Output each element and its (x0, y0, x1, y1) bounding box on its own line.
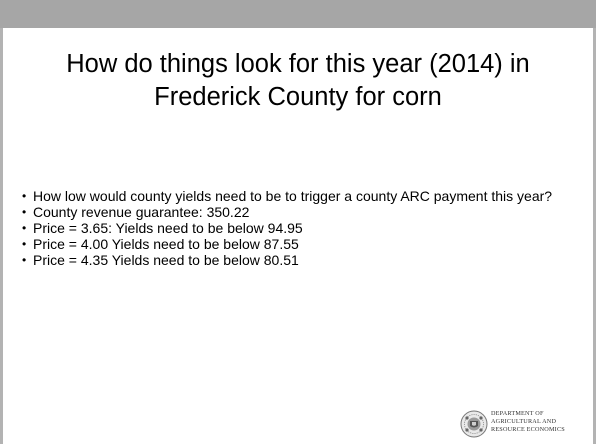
university-seal-icon (460, 410, 488, 438)
department-line-1: Department of (491, 410, 544, 417)
slide-title: How do things look for this year (2014) … (66, 50, 530, 111)
bullet-item-revenue-guarantee: County revenue guarantee: 350.22 (22, 205, 562, 221)
slide-right-border (593, 28, 596, 444)
bullet-list: How low would county yields need to be t… (22, 189, 562, 269)
slide-top-bar (0, 0, 596, 28)
bullet-item-price-435: Price = 4.35 Yields need to be below 80.… (22, 253, 562, 269)
department-line-3: Resource Economics (491, 426, 565, 433)
slide-left-border (0, 28, 3, 444)
department-logo: Department of Agricultural and Resource … (460, 408, 590, 442)
department-line-2: Agricultural and (491, 418, 557, 425)
bullet-item-price-400: Price = 4.00 Yields need to be below 87.… (22, 237, 562, 253)
bullet-item-price-365: Price = 3.65: Yields need to be below 94… (22, 221, 562, 237)
bullet-item-question: How low would county yields need to be t… (22, 189, 562, 205)
department-name: Department of Agricultural and Resource … (491, 410, 591, 434)
